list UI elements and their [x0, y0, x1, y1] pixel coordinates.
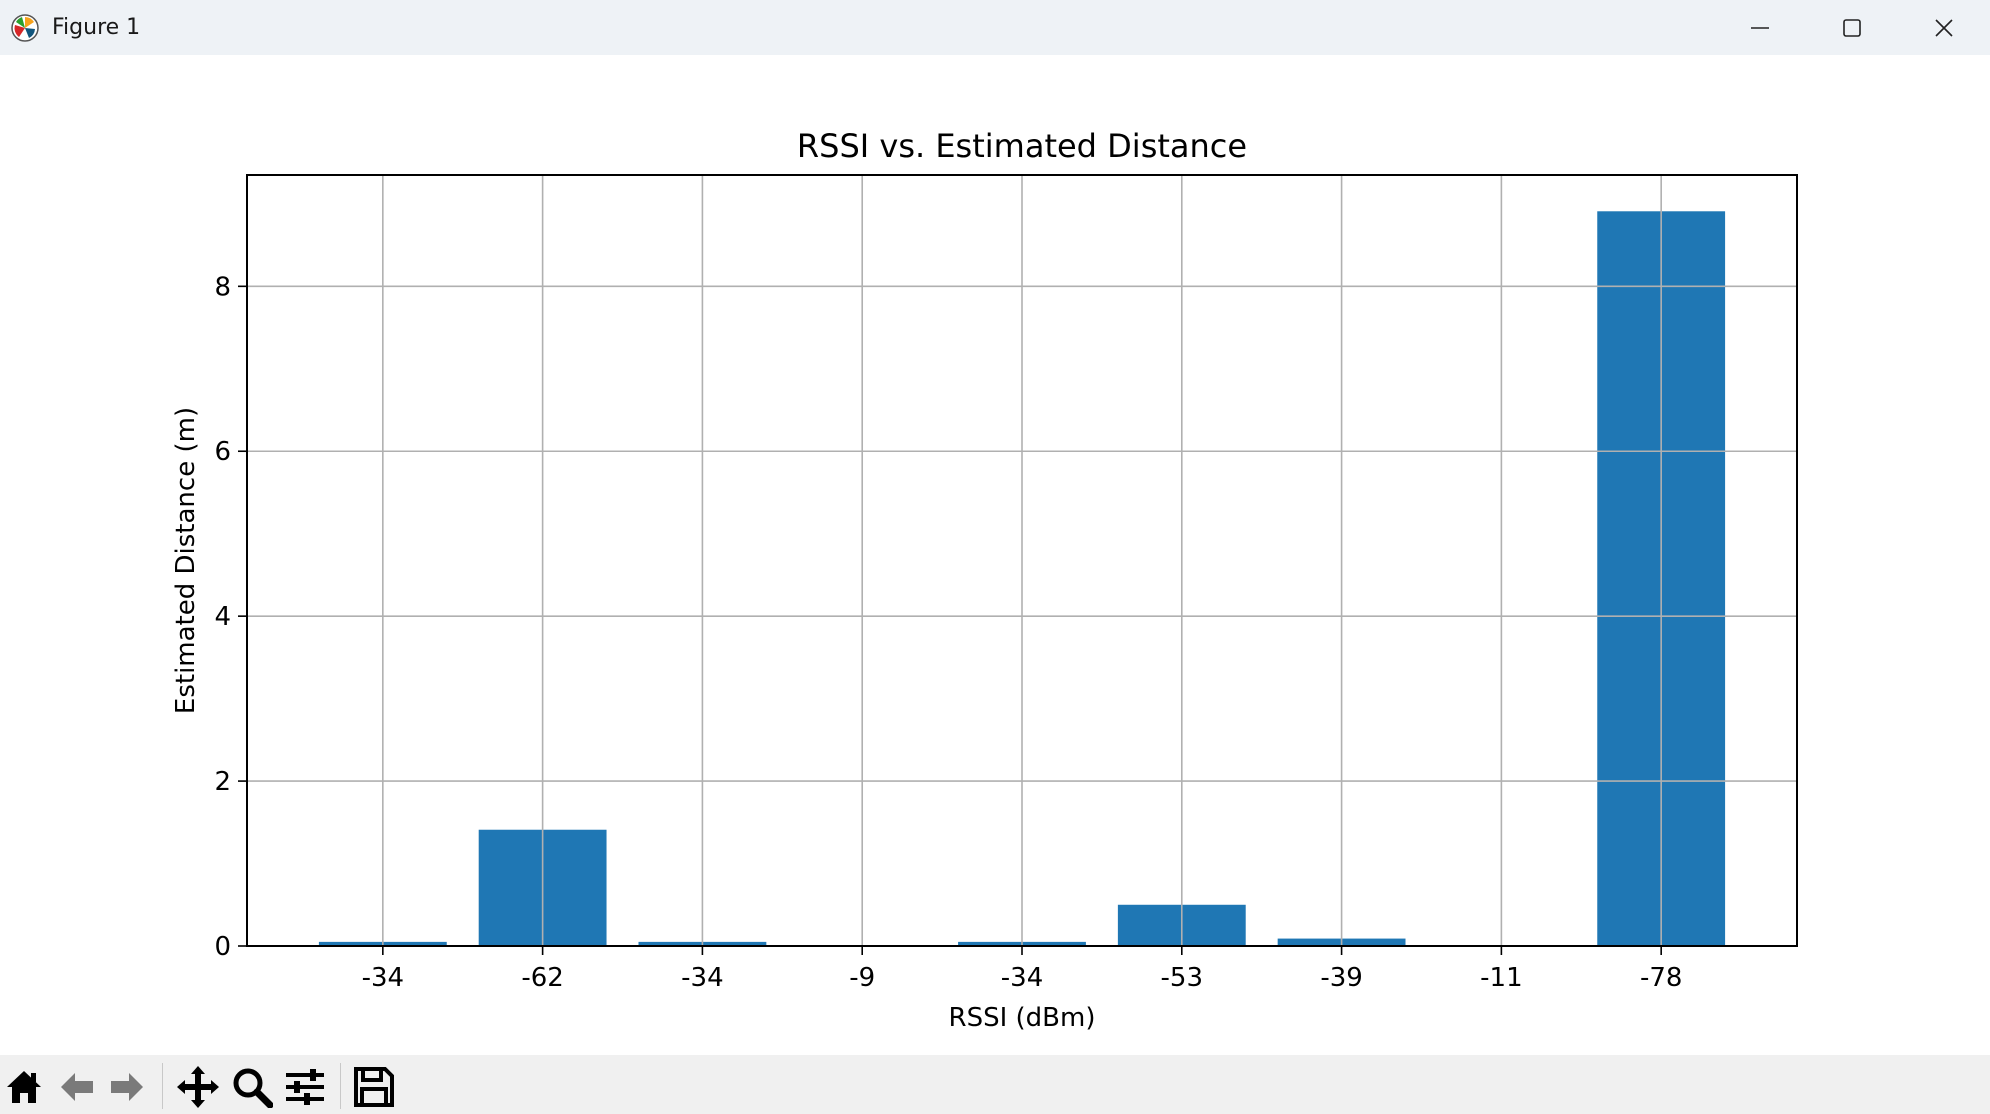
- bar-chart: -34 -62 -34 -9 -34 -53 -39 -11 -78 0 2 4 6 8 RSSI vs.…: [171, 127, 1798, 1033]
- toolbar-separator: [162, 1063, 163, 1109]
- maximize-icon: [1843, 18, 1861, 37]
- close-icon: [1935, 18, 1953, 37]
- forward-button[interactable]: [105, 1065, 149, 1109]
- zoom-icon: [233, 1068, 273, 1108]
- home-icon: [7, 1071, 41, 1103]
- home-button[interactable]: [2, 1065, 46, 1109]
- pan-button[interactable]: [176, 1065, 220, 1109]
- y-tick-label: 4: [214, 602, 231, 632]
- configure-subplots-button[interactable]: [283, 1065, 327, 1109]
- back-button[interactable]: [55, 1065, 99, 1109]
- x-tick-label: -9: [849, 963, 875, 993]
- axes: -34 -62 -34 -9 -34 -53 -39 -11 -78 0 2 4 6 8: [214, 174, 1798, 993]
- x-tick-label: -53: [1161, 963, 1203, 993]
- chart-title: RSSI vs. Estimated Distance: [797, 127, 1247, 165]
- x-tick-label: -34: [1001, 963, 1043, 993]
- matplotlib-icon: [11, 13, 39, 42]
- back-arrow-icon: [61, 1073, 93, 1101]
- minimize-button[interactable]: [1714, 0, 1806, 55]
- y-tick-label: 0: [214, 932, 231, 962]
- zoom-button[interactable]: [230, 1065, 274, 1109]
- x-tick-label: -11: [1480, 963, 1522, 993]
- forward-arrow-icon: [111, 1073, 143, 1101]
- x-tick-label: -62: [521, 963, 563, 993]
- y-tick-label: 2: [214, 767, 231, 797]
- configure-subplots-icon: [286, 1069, 324, 1105]
- window-title: Figure 1: [52, 15, 141, 40]
- window-controls: [1714, 0, 1990, 55]
- close-button[interactable]: [1898, 0, 1990, 55]
- maximize-button[interactable]: [1806, 0, 1898, 55]
- x-tick-label: -34: [681, 963, 723, 993]
- x-tick-label: -39: [1320, 963, 1362, 993]
- toolbar-separator: [340, 1063, 341, 1109]
- minimize-icon: [1751, 26, 1769, 29]
- x-tick-label: -78: [1640, 963, 1682, 993]
- y-tick-label: 6: [214, 437, 231, 467]
- pan-icon: [177, 1066, 219, 1108]
- y-axis-label: Estimated Distance (m): [171, 407, 201, 714]
- figure-canvas: -34 -62 -34 -9 -34 -53 -39 -11 -78 0 2 4 6 8 RSSI vs.…: [0, 55, 1990, 1055]
- x-axis-label: RSSI (dBm): [949, 1003, 1096, 1033]
- x-tick-label: -34: [362, 963, 404, 993]
- y-tick-label: 8: [214, 272, 231, 302]
- save-icon: [354, 1067, 394, 1107]
- window-titlebar: Figure 1: [0, 0, 1990, 55]
- save-button[interactable]: [352, 1065, 396, 1109]
- navigation-toolbar: [0, 1055, 1990, 1114]
